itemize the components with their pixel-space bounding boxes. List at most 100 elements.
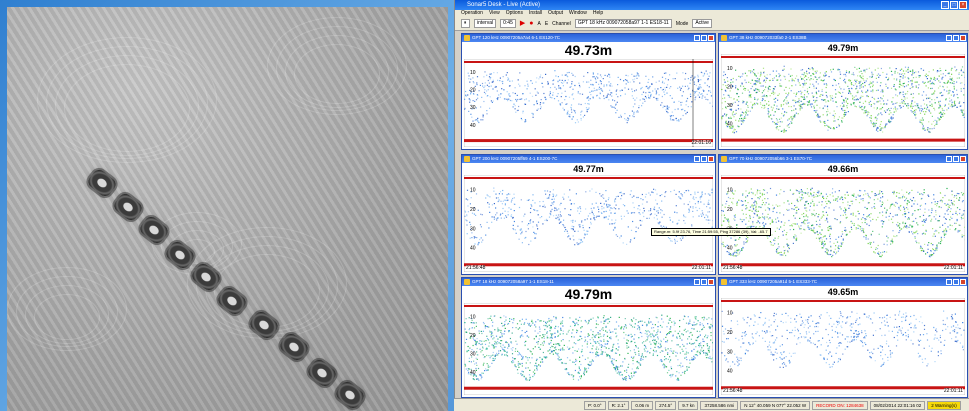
maximize-icon[interactable] <box>701 156 707 162</box>
maximize-icon[interactable] <box>953 156 959 162</box>
menu-item-help[interactable]: Help <box>592 10 604 16</box>
time-start-label: 21:56:48 <box>723 265 743 271</box>
time-end-label: 22:01:11 <box>691 265 711 271</box>
window-icon <box>464 156 470 162</box>
mode-select[interactable]: Active <box>692 19 712 28</box>
record-icon[interactable]: ● <box>529 19 534 27</box>
echogram-titlebar: GPT 70 kHz 009072056b66 3-1 ES70-7C <box>719 155 967 163</box>
time-end-label: 22:01:11 <box>943 265 963 271</box>
depth-tick-label: 20 <box>727 207 733 213</box>
status-field: 9.7 kn <box>678 400 699 410</box>
pause-button[interactable]: ⏸ <box>461 19 470 28</box>
echo-returns <box>721 187 965 258</box>
diffraction-ring <box>285 35 389 108</box>
maximize-icon[interactable] <box>701 279 707 285</box>
echo-returns <box>721 65 965 134</box>
echo-returns <box>464 314 713 381</box>
close-icon[interactable] <box>960 279 966 285</box>
echogram-window[interactable]: GPT 70 kHz 009072056b66 3-1 ES70-7C 49.66… <box>718 154 968 275</box>
diffraction-ring <box>276 26 398 112</box>
diatom-cell <box>85 167 119 199</box>
diffraction-ring <box>25 285 109 344</box>
button-e[interactable]: E <box>544 20 549 27</box>
depth-tick-label: 40 <box>727 246 733 252</box>
depth-tick-label: 40 <box>727 122 733 128</box>
depth-readout: 49.65m <box>827 287 859 297</box>
depth-readout: 49.79m <box>827 43 859 53</box>
button-a[interactable]: A <box>537 20 541 27</box>
channel-select[interactable]: GPT 18 kHz 009072058a97 1-1 ES18-11 <box>574 19 672 28</box>
echo-returns <box>464 70 713 124</box>
diffraction-ring <box>294 44 380 105</box>
interval-select[interactable]: interval <box>474 19 497 28</box>
echogram-window[interactable]: GPT 120 kHz 00907205a7a4 6-1 ES120-7C 49.… <box>461 33 716 150</box>
menu-item-output[interactable]: Output <box>548 10 564 16</box>
diffraction-ring <box>37 37 217 163</box>
close-icon[interactable] <box>960 156 966 162</box>
minimize-icon[interactable] <box>946 156 952 162</box>
diffraction-ring <box>55 55 199 156</box>
close-icon[interactable] <box>708 35 714 41</box>
diffraction-ring <box>64 64 190 153</box>
minimize-icon[interactable] <box>694 35 700 41</box>
minimize-icon[interactable] <box>946 35 952 41</box>
warning-badge[interactable]: 2 Warning(s) <box>927 400 961 410</box>
close-icon[interactable] <box>708 156 714 162</box>
plot-background <box>721 54 965 147</box>
minimize-icon[interactable]: _ <box>941 1 949 9</box>
diffraction-ring <box>16 276 118 348</box>
depth-tick-label: 20 <box>727 330 733 336</box>
minimize-icon[interactable] <box>946 279 952 285</box>
window-icon <box>721 279 727 285</box>
maximize-icon[interactable]: □ <box>950 1 958 9</box>
play-icon[interactable]: ▶ <box>519 19 526 27</box>
menu-item-view[interactable]: View <box>488 10 500 16</box>
echogram-window[interactable]: GPT 38 kHz 009072033fa0 2-1 ES38B 49.79m 1… <box>718 33 968 150</box>
seabed-line <box>464 139 713 143</box>
close-icon[interactable] <box>960 35 966 41</box>
maximize-icon[interactable] <box>953 35 959 41</box>
maximize-icon[interactable] <box>701 35 707 41</box>
echogram-titlebar: GPT 18 kHz 009072058a97 1-1 ES18-11 <box>462 278 715 286</box>
time-spinner[interactable]: 0:45 <box>500 19 516 28</box>
menu-item-window[interactable]: Window <box>569 10 587 16</box>
diatom-cell <box>333 379 367 411</box>
depth-tick-label: 20 <box>727 84 733 90</box>
status-field: N 12° 40.059 N 077° 22.052 W <box>740 400 811 410</box>
window-icon <box>464 35 470 41</box>
echogram-window[interactable]: GPT 18 kHz 009072058a97 1-1 ES18-11 49.79… <box>461 277 716 398</box>
menu-item-options[interactable]: Options <box>505 10 523 16</box>
window-icon <box>721 156 727 162</box>
status-field: RECORD ON: 1284638 <box>812 400 868 410</box>
echogram-window[interactable]: GPT 333 kHz 00907205a91d 5-1 ES333-7C 49.… <box>718 277 968 398</box>
echogram-title: GPT 70 kHz 009072056b66 3-1 ES70-7C <box>729 156 812 161</box>
depth-tick-label: 10 <box>470 315 476 321</box>
echogram-tooltip: Range.m: 5.9f 23.76, Time 21:59:55, Ping… <box>651 228 771 236</box>
menu-item-install[interactable]: Install <box>528 10 543 16</box>
close-icon[interactable] <box>708 279 714 285</box>
depth-readout: 49.77m <box>573 164 604 174</box>
depth-tick-label: 10 <box>470 70 476 76</box>
status-field: R: 2.1° <box>607 400 630 410</box>
echo-returns <box>721 310 965 368</box>
echogram-window[interactable]: GPT 200 kHz 00907205ff69 4-1 ES200-7C 49.… <box>461 154 716 275</box>
minimize-icon[interactable] <box>694 279 700 285</box>
depth-tick-label: 10 <box>470 187 476 193</box>
time-end-label: 22:01:16 <box>691 140 711 146</box>
time-start-label: 21:56:48 <box>466 265 486 271</box>
depth-tick-label: 10 <box>727 187 733 193</box>
close-icon[interactable]: × <box>959 1 967 9</box>
diatom-cell <box>111 191 145 223</box>
depth-readout: 49.73m <box>564 42 613 58</box>
maximize-icon[interactable] <box>953 279 959 285</box>
depth-tick-label: 10 <box>727 310 733 316</box>
menu-item-operation[interactable]: Operation <box>461 10 483 16</box>
minimize-icon[interactable] <box>694 156 700 162</box>
